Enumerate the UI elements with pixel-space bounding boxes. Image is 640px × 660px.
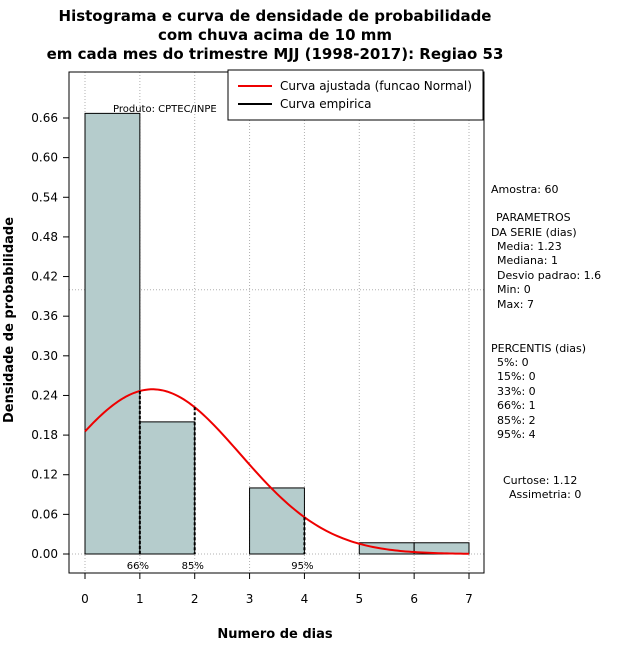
stat-amostra: Amostra: 60 [491, 183, 558, 196]
stat-p15: 15%: 0 [497, 370, 536, 383]
y-tick-label-4: 0.24 [31, 388, 58, 402]
x-tick-label-3: 3 [246, 592, 254, 606]
stat-desvio: Desvio padrao: 1.6 [497, 269, 601, 282]
normal-curve-layer [84, 388, 470, 555]
y-tick-label-11: 0.66 [31, 111, 58, 125]
stat-p85: 85%: 2 [497, 414, 536, 427]
stat-param-title-2: DA SERIE (dias) [491, 226, 577, 239]
y-tick-label-10: 0.60 [31, 151, 58, 165]
stat-p66: 66%: 1 [497, 399, 536, 412]
y-tick-label-2: 0.12 [31, 468, 58, 482]
y-tick-label-7: 0.42 [31, 270, 58, 284]
stat-mediana: Mediana: 1 [497, 254, 558, 267]
legend-label-fit: Curva ajustada (funcao Normal) [280, 79, 472, 93]
y-tick-label-3: 0.18 [31, 428, 58, 442]
stat-max: Max: 7 [497, 298, 534, 311]
stat-min: Min: 0 [497, 283, 531, 296]
y-axis-label: Densidade de probabilidade [2, 217, 17, 423]
x-axis-label: Numero de dias [217, 627, 333, 642]
chart-title-line-1: Histograma e curva de densidade de proba… [59, 7, 492, 25]
x-tick-label-2: 2 [191, 592, 199, 606]
legend: Curva ajustada (funcao Normal) Curva emp… [227, 69, 484, 121]
y-tick-label-6: 0.36 [31, 309, 58, 323]
stat-p95: 95%: 4 [497, 428, 536, 441]
product-label: Produto: CPTEC/INPE [113, 104, 217, 115]
stat-curtose: Curtose: 1.12 [503, 474, 577, 487]
chart-title-line-2: com chuva acima de 10 mm [158, 26, 392, 44]
histogram-bar-1 [139, 421, 196, 555]
x-tick-label-5: 5 [355, 592, 363, 606]
x-tick-label-6: 6 [410, 592, 418, 606]
x-tick-label-4: 4 [301, 592, 309, 606]
stat-p33: 33%: 0 [497, 385, 536, 398]
y-tick-label-5: 0.30 [31, 349, 58, 363]
x-tick-label-7: 7 [465, 592, 473, 606]
stat-p5: 5%: 0 [497, 356, 529, 369]
y-tick-label-0: 0.00 [31, 547, 58, 561]
y-tick-label-1: 0.06 [31, 507, 58, 521]
legend-label-empirical: Curva empirica [280, 97, 371, 111]
y-tick-label-9: 0.54 [31, 190, 58, 204]
normal-fit-curve [84, 388, 470, 555]
x-tick-label-1: 1 [136, 592, 144, 606]
y-tick-label-8: 0.48 [31, 230, 58, 244]
percentile-label-66: 66% [127, 561, 149, 572]
legend-box [227, 69, 484, 121]
stat-assimetria: Assimetria: 0 [509, 488, 581, 501]
stat-param-title-1: PARAMETROS [496, 211, 571, 224]
stats-panel: Amostra: 60 PARAMETROS DA SERIE (dias) M… [491, 183, 601, 501]
x-tick-label-0: 0 [81, 592, 89, 606]
histogram-bar-0 [84, 112, 141, 555]
percentile-label-95: 95% [291, 561, 313, 572]
percentile-label-85: 85% [182, 561, 204, 572]
stat-media: Media: 1.23 [497, 240, 562, 253]
stat-perc-title: PERCENTIS (dias) [491, 342, 586, 355]
histogram-bar-3 [249, 487, 305, 555]
histogram-bars [84, 112, 470, 555]
chart-title-line-3: em cada mes do trimestre MJJ (1998-2017)… [47, 45, 504, 63]
percentile-markers: 66% 85% 95% [127, 390, 314, 572]
